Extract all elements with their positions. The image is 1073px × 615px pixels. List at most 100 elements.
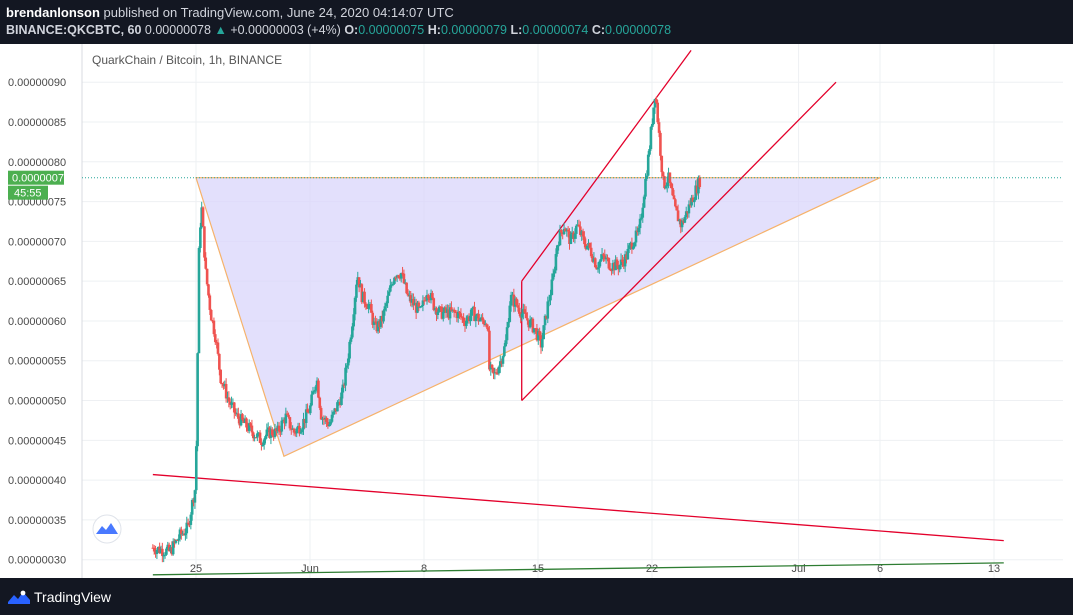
candle-body: [497, 366, 501, 374]
candle-body: [228, 401, 232, 405]
candle-body: [212, 320, 216, 335]
candle-body: [678, 219, 681, 222]
candle-body: [698, 177, 702, 187]
candle-body: [284, 413, 288, 424]
candle-body: [550, 279, 554, 295]
candle-body: [174, 539, 178, 543]
candle-body: [535, 328, 539, 341]
candle-body: [413, 302, 417, 306]
y-tick-label: 0.00000080: [8, 157, 66, 169]
tradingview-logo-icon[interactable]: [8, 590, 30, 604]
candle-body: [494, 372, 498, 374]
candle-body: [352, 314, 355, 327]
candle-body: [566, 229, 570, 232]
chart-area[interactable]: 0.00000030 0.00000035 0.00000040 0.00000045…: [0, 44, 1073, 578]
candle-body: [642, 196, 646, 208]
candle-body: [555, 245, 559, 254]
candle-body: [686, 211, 689, 214]
candle-body: [664, 186, 668, 189]
candle-body: [629, 242, 632, 246]
candle-body: [262, 439, 266, 446]
candle-body: [425, 295, 429, 301]
candle-body: [612, 263, 616, 271]
candle-body: [277, 425, 281, 432]
candle-body: [192, 499, 195, 503]
candle-body: [368, 304, 372, 306]
candle-body: [283, 419, 286, 424]
candle-body: [341, 384, 345, 393]
candle-body: [226, 397, 229, 399]
candle-body: [364, 303, 368, 307]
candle-body: [273, 428, 277, 437]
candle-body: [498, 361, 502, 367]
candle-body: [185, 522, 189, 534]
candle-body: [201, 207, 205, 227]
candle-body: [649, 127, 653, 150]
candle-body: [291, 428, 294, 430]
candle-body: [492, 368, 495, 374]
candle-body: [416, 302, 419, 313]
last-price: 0.00000078: [144, 23, 211, 37]
candle-body: [576, 224, 579, 226]
current-price-value: 0.00000078: [12, 173, 70, 185]
high-value: 0.00000079: [440, 23, 507, 37]
candle-body: [211, 320, 214, 322]
author-name[interactable]: brendanlonson: [6, 5, 100, 20]
candle-body: [470, 308, 474, 316]
candle-body: [204, 257, 208, 269]
y-axis: 0.00000030 0.00000035 0.00000040 0.00000045…: [8, 77, 66, 566]
candle-body: [665, 182, 669, 187]
wedge-upper-line: [521, 49, 692, 282]
candle-body: [254, 437, 258, 439]
candle-body: [545, 315, 548, 319]
candle-body: [648, 149, 651, 155]
candle-body: [337, 401, 341, 403]
candle-body: [568, 231, 571, 244]
candle-body: [560, 229, 563, 233]
candle-body: [656, 102, 659, 123]
candle-body: [679, 219, 683, 228]
ohlc-line: BINANCE:QKCBTC, 60 0.00000078 ▲ +0.00000…: [6, 23, 671, 37]
candle-body: [477, 313, 480, 322]
candle-body: [276, 425, 279, 432]
candle-body: [272, 435, 275, 437]
candle-body: [478, 320, 482, 322]
candle-body: [246, 427, 250, 431]
candle-body: [570, 232, 574, 235]
change: +0.00000003 (+4%): [230, 23, 341, 37]
candle-body: [405, 282, 408, 294]
candle-body: [585, 245, 589, 249]
y-tick-label: 0.00000045: [8, 435, 66, 447]
candle-body: [584, 244, 588, 249]
candles: [151, 96, 702, 563]
candle-body: [152, 547, 156, 552]
candle-body: [304, 409, 308, 424]
candle-body: [390, 284, 393, 286]
candle-body: [181, 533, 184, 535]
candle-body: [384, 303, 388, 307]
candle-body: [245, 418, 248, 428]
candle-body: [481, 317, 484, 321]
candle-body: [348, 341, 351, 359]
candle-body: [359, 284, 362, 288]
candle-body: [409, 295, 412, 303]
candle-body: [684, 211, 688, 217]
candle-body: [505, 327, 509, 341]
candle-body: [355, 284, 358, 298]
candle-body: [657, 122, 661, 133]
candle-body: [367, 304, 370, 309]
published-text: published on TradingView.com, June 24, 2…: [99, 5, 454, 20]
candle-body: [306, 409, 309, 413]
candle-body: [462, 317, 465, 323]
candle-body: [663, 176, 666, 189]
candle-body: [184, 533, 187, 536]
candle-body: [549, 294, 552, 301]
open-label: O:: [344, 23, 359, 37]
candle-body: [441, 311, 445, 319]
candle-body: [376, 321, 380, 332]
candle-body: [256, 433, 259, 438]
candle-body: [243, 418, 247, 423]
chart-svg[interactable]: 0.00000030 0.00000035 0.00000040 0.00000045…: [0, 44, 1073, 578]
candle-body: [360, 284, 364, 303]
tradingview-brand[interactable]: TradingView: [34, 589, 112, 605]
